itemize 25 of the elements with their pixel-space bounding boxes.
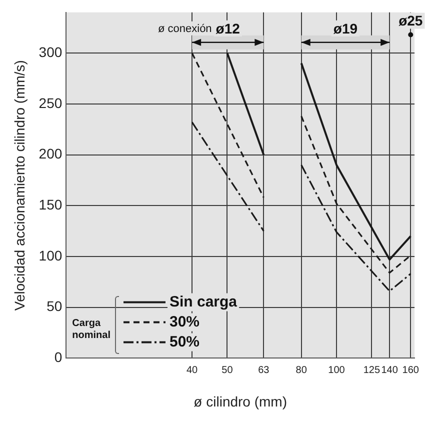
annotation: ø conexión	[158, 22, 212, 35]
y-tick-label: 100	[38, 247, 62, 264]
y-tick-label: 0	[54, 349, 62, 366]
y-tick-label: 150	[38, 196, 62, 212]
y-tick-label: 50	[46, 298, 62, 314]
x-tick-label: 80	[296, 364, 308, 376]
x-tick-label: 160	[402, 364, 420, 376]
annotation: ø25	[398, 12, 423, 29]
legend-label: 50%	[169, 333, 200, 350]
legend-label: Sin carga	[169, 293, 238, 310]
x-axis-title: ø cilindro (mm)	[194, 393, 288, 410]
x-tick-label: 100	[328, 364, 346, 376]
x-tick-label: 140	[381, 364, 398, 376]
legend-label: 30%	[169, 313, 200, 330]
x-tick-label: 125	[363, 364, 380, 376]
x-tick-label: 63	[258, 364, 270, 376]
y-tick-label: 250	[38, 94, 62, 111]
y-tick-label: 200	[38, 146, 62, 162]
legend-title: Carga nominal	[72, 318, 111, 342]
y-tick-label: 300	[38, 44, 62, 60]
x-tick-label: 40	[186, 364, 198, 376]
y-axis-title: Velocidad accionamiento cilindro (mm/s)	[11, 60, 28, 311]
x-tick-label: 50	[222, 364, 234, 376]
band-label: ø12	[216, 20, 240, 36]
band-label: ø19	[333, 20, 358, 36]
